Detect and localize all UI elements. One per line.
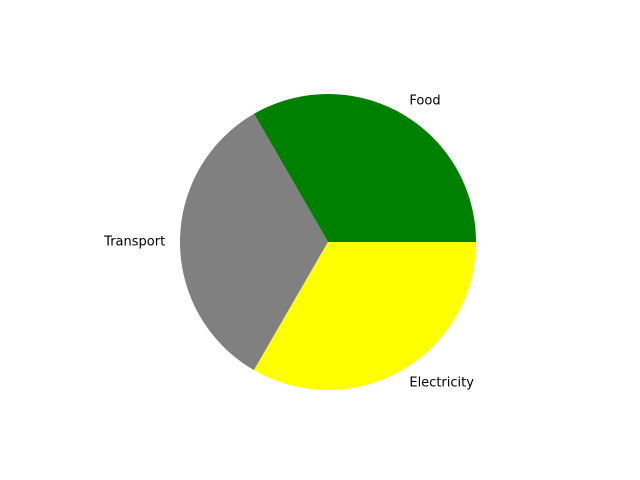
pie-slices	[180, 93, 476, 391]
pie-slice-electricity	[253, 242, 476, 391]
pie-label-transport: Transport	[103, 234, 165, 249]
pie-labels: Food Transport Electricity	[103, 94, 474, 391]
pie-label-food: Food	[409, 94, 440, 109]
pie-slice-food	[254, 93, 476, 242]
pie-label-electricity: Electricity	[409, 376, 474, 391]
pie-slice-transport	[180, 113, 328, 371]
